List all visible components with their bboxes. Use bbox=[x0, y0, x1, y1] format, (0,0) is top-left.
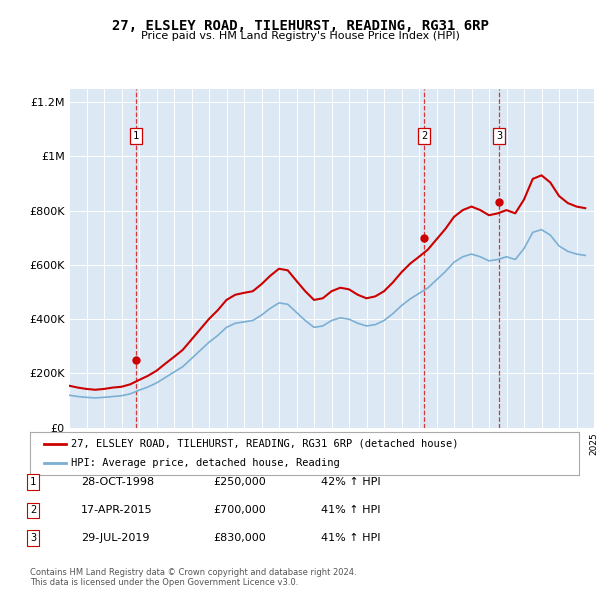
Text: £700,000: £700,000 bbox=[213, 506, 266, 515]
Text: 41% ↑ HPI: 41% ↑ HPI bbox=[321, 506, 380, 515]
Text: 1: 1 bbox=[30, 477, 36, 487]
Text: 29-JUL-2019: 29-JUL-2019 bbox=[81, 533, 149, 543]
Text: £250,000: £250,000 bbox=[213, 477, 266, 487]
Text: £830,000: £830,000 bbox=[213, 533, 266, 543]
Text: 28-OCT-1998: 28-OCT-1998 bbox=[81, 477, 154, 487]
Text: 3: 3 bbox=[30, 533, 36, 543]
Text: 2: 2 bbox=[421, 131, 427, 141]
Text: 2: 2 bbox=[30, 506, 36, 515]
Text: 3: 3 bbox=[496, 131, 502, 141]
Text: 27, ELSLEY ROAD, TILEHURST, READING, RG31 6RP: 27, ELSLEY ROAD, TILEHURST, READING, RG3… bbox=[112, 19, 488, 33]
Text: 42% ↑ HPI: 42% ↑ HPI bbox=[321, 477, 380, 487]
Text: 17-APR-2015: 17-APR-2015 bbox=[81, 506, 152, 515]
Text: Contains HM Land Registry data © Crown copyright and database right 2024.
This d: Contains HM Land Registry data © Crown c… bbox=[30, 568, 356, 587]
Text: 1: 1 bbox=[133, 131, 139, 141]
Text: 27, ELSLEY ROAD, TILEHURST, READING, RG31 6RP (detached house): 27, ELSLEY ROAD, TILEHURST, READING, RG3… bbox=[71, 439, 458, 449]
Text: Price paid vs. HM Land Registry's House Price Index (HPI): Price paid vs. HM Land Registry's House … bbox=[140, 31, 460, 41]
Text: 41% ↑ HPI: 41% ↑ HPI bbox=[321, 533, 380, 543]
Text: HPI: Average price, detached house, Reading: HPI: Average price, detached house, Read… bbox=[71, 458, 340, 468]
